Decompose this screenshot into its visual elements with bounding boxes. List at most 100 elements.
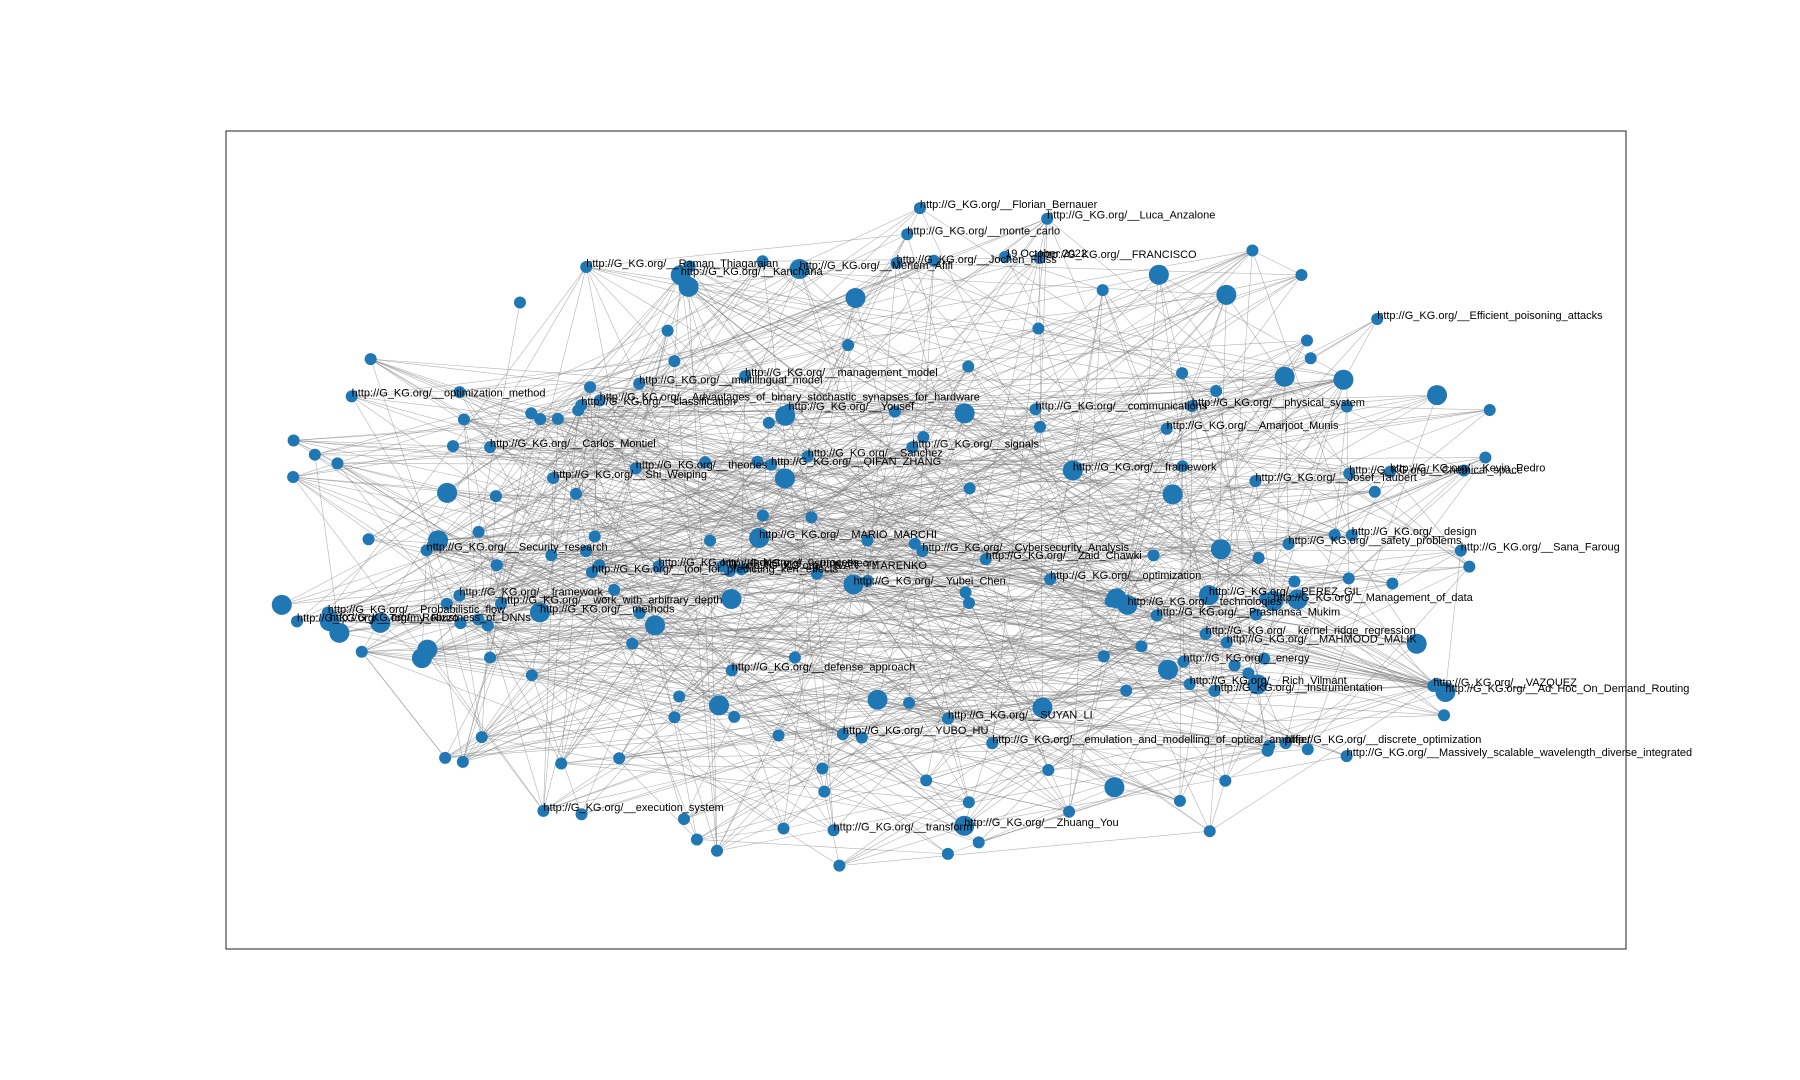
node-label: http://G_KG.org/__VAZQUEZ [1433, 677, 1577, 689]
graph-node [901, 228, 914, 241]
node-label: http://G_KG.org/__Advantages_of_binary_s… [600, 391, 980, 403]
graph-node [484, 651, 497, 664]
graph-edge [1103, 406, 1347, 657]
graph-node [290, 615, 303, 628]
graph-edge [978, 691, 1446, 843]
graph-node [1340, 400, 1353, 413]
graph-node [1044, 573, 1057, 586]
graph-node [1029, 403, 1042, 416]
graph-edge [337, 463, 735, 718]
graph-edge [762, 261, 1210, 596]
graph-edge [489, 376, 1285, 658]
graph-edge [680, 274, 818, 574]
graph-node [370, 612, 391, 633]
graph-edge [968, 578, 1349, 803]
graph-edge [552, 477, 965, 826]
graph-edge [292, 476, 544, 812]
graph-node [836, 728, 849, 741]
node-label: http://G_KG.org/__YUBO_HU [843, 725, 989, 737]
graph-node [1216, 284, 1237, 305]
graph-edge [578, 409, 818, 574]
graph-edge [445, 480, 1256, 759]
graph-edge [370, 358, 1350, 474]
graph-edge [1110, 376, 1285, 602]
graph-edge [716, 366, 969, 851]
graph-node [613, 752, 626, 765]
graph-node [941, 847, 954, 860]
graph-edge [896, 262, 1183, 374]
graph-edge [894, 411, 1335, 536]
graph-edge [839, 683, 1437, 866]
graph-node [537, 804, 550, 817]
graph-edge [1103, 656, 1286, 744]
graph-edge [586, 233, 908, 268]
graph-edge [531, 413, 733, 671]
graph-edge [639, 383, 1167, 430]
graph-edge [1182, 466, 1446, 693]
graph-edge [437, 539, 1181, 802]
graph-edge [586, 266, 1206, 635]
graph-node [1062, 460, 1083, 481]
graph-edge [460, 622, 823, 769]
graph-node [362, 533, 375, 546]
graph-edge [925, 218, 1048, 781]
graph-edge [1141, 340, 1308, 647]
graph-edge [689, 266, 1350, 474]
graph-edge [1348, 550, 1461, 579]
graph-node [888, 405, 901, 418]
graph-edge [426, 426, 1041, 551]
graph-node [1258, 652, 1271, 665]
graph-edge [421, 657, 1258, 685]
graph-edge [716, 742, 1286, 852]
graph-edge [762, 261, 1445, 716]
graph-edge [481, 675, 533, 738]
graph-node [1343, 467, 1356, 480]
graph-edge [463, 419, 758, 463]
graph-node [963, 597, 976, 610]
graph-edge [586, 543, 915, 552]
graph-edge [968, 366, 1393, 584]
node-label: http://G_KG.org/__emulation_and_modellin… [992, 734, 1311, 746]
graph-edge [460, 548, 1221, 624]
graph-node [913, 202, 926, 215]
graph-node [751, 455, 764, 468]
graph-edge [867, 540, 915, 545]
graph-edge [561, 673, 1249, 764]
graph-node [1096, 284, 1109, 297]
graph-edge [969, 602, 1227, 643]
graph-node [633, 607, 646, 620]
graph-edge [784, 409, 1490, 479]
graph-node [756, 509, 769, 522]
graph-node [801, 450, 814, 463]
graph-edge [741, 390, 1217, 570]
graph-node [1033, 252, 1046, 265]
graph-edge [705, 328, 1039, 463]
graph-edge [1166, 428, 1461, 551]
graph-edge [734, 685, 1434, 718]
graph-node [525, 407, 538, 420]
graph-edge [578, 390, 1217, 411]
node-label: http://G_KG.org/__Efficient_poisoning_at… [1377, 310, 1603, 322]
node-label: http://G_KG.org/__energy [1183, 653, 1309, 665]
graph-edge [490, 550, 1461, 658]
graph-edge [578, 409, 785, 479]
graph-edge [463, 419, 659, 567]
graph-edge [679, 690, 1127, 697]
graph-edge [459, 377, 1347, 596]
graph-edge [293, 440, 785, 479]
graph-edge [842, 411, 896, 735]
graph-node [845, 287, 866, 308]
graph-edge [370, 358, 878, 701]
graph-edge [1215, 390, 1266, 599]
node-label: http://G_KG.org/__multilingual_model [639, 375, 822, 387]
graph-node [782, 403, 795, 416]
graph-edge [683, 707, 1043, 820]
graph-edge [794, 394, 1438, 658]
graph-edge [553, 461, 706, 479]
graph-edge [361, 604, 1128, 653]
graph-edge [991, 318, 1378, 744]
graph-edge [557, 418, 1226, 781]
graph-node [321, 606, 334, 619]
graph-node [843, 574, 864, 595]
graph-node [1148, 264, 1169, 285]
